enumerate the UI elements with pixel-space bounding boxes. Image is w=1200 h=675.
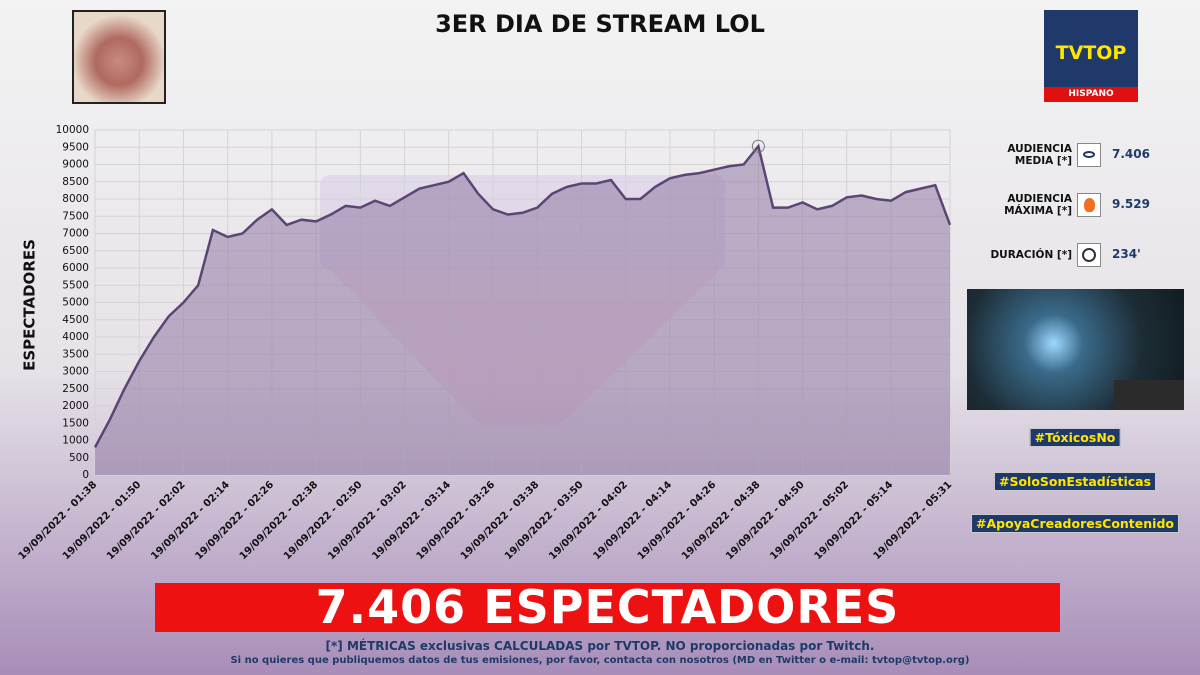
- x-tick-label: 19/09/2022 - 04:38: [680, 479, 763, 562]
- y-tick-label: 4000: [62, 331, 89, 343]
- x-tick-label: 19/09/2022 - 01:50: [61, 479, 144, 562]
- stat-value: 9.529: [1112, 197, 1150, 211]
- y-tick-label: 0: [82, 469, 89, 481]
- stat-label: AUDIENCIA MÁXIMA [*]: [1004, 193, 1072, 217]
- x-tick-label: 19/09/2022 - 03:14: [370, 479, 453, 562]
- y-tick-label: 8000: [62, 193, 89, 205]
- logo-name: TVTOP: [1055, 42, 1127, 64]
- y-tick-label: 3500: [62, 348, 89, 360]
- peak-marker: [751, 139, 765, 153]
- footer-note: [*] MÉTRICAS exclusivas CALCULADAS por T…: [325, 639, 875, 653]
- x-tick-label: 19/09/2022 - 04:26: [636, 479, 719, 562]
- x-tick-label: 19/09/2022 - 02:02: [105, 479, 188, 562]
- logo-subtitle: HISPANO: [1044, 87, 1138, 102]
- stat-label: DURACIÓN [*]: [990, 249, 1072, 261]
- x-tick-label: 19/09/2022 - 03:50: [503, 479, 586, 562]
- title: 3ER DIA DE STREAM LOL: [435, 10, 765, 38]
- logo: TVTOP HISPANO: [1044, 10, 1138, 102]
- hashtag: #TóxicosNo: [1029, 428, 1121, 447]
- hashtag: #SoloSonEstadísticas: [993, 472, 1157, 491]
- y-tick-label: 2000: [62, 400, 89, 412]
- banner: 7.406 ESPECTADORES: [155, 583, 1060, 632]
- stat-icon: [1077, 193, 1101, 217]
- x-tick-label: 19/09/2022 - 03:38: [459, 479, 542, 562]
- y-axis-label: ESPECTADORES: [21, 239, 39, 371]
- x-tick-label: 19/09/2022 - 02:14: [149, 479, 232, 562]
- y-tick-label: 7500: [62, 210, 89, 222]
- y-tick-label: 2500: [62, 383, 89, 395]
- stat: DURACIÓN [*] 234': [960, 240, 1200, 270]
- y-tick-label: 4500: [62, 314, 89, 326]
- y-tick-label: 9000: [62, 159, 89, 171]
- avatar: [72, 10, 166, 104]
- y-tick-label: 1000: [62, 435, 89, 447]
- y-tick-label: 10000: [56, 124, 89, 136]
- stat-value: 7.406: [1112, 147, 1150, 161]
- stat-value: 234': [1112, 247, 1141, 261]
- y-tick-label: 500: [69, 452, 89, 464]
- stat-icon: [1077, 243, 1101, 267]
- x-tick-label: 19/09/2022 - 03:26: [415, 479, 498, 562]
- y-tick-label: 8500: [62, 176, 89, 188]
- y-tick-label: 5000: [62, 297, 89, 309]
- x-tick-label: 19/09/2022 - 04:02: [547, 479, 630, 562]
- y-tick-label: 7000: [62, 228, 89, 240]
- y-tick-label: 3000: [62, 366, 89, 378]
- stat: AUDIENCIA MÁXIMA [*] 9.529: [960, 190, 1200, 220]
- x-tick-label: 19/09/2022 - 04:50: [724, 479, 807, 562]
- y-tick-label: 6000: [62, 262, 89, 274]
- stat: AUDIENCIA MEDIA [*] 7.406: [960, 140, 1200, 170]
- stat-icon: [1077, 143, 1101, 167]
- x-tick-label: 19/09/2022 - 03:02: [326, 479, 409, 562]
- x-tick-label: 19/09/2022 - 02:26: [193, 479, 276, 562]
- line: [93, 143, 952, 448]
- stat-label: AUDIENCIA MEDIA [*]: [1007, 143, 1072, 167]
- chart: ESPECTADORES 0 500 1000 1500 2000 2500 3000 350…: [17, 124, 955, 562]
- y-tick-label: 1500: [62, 417, 89, 429]
- x-tick-label: 19/09/2022 - 02:38: [238, 479, 321, 562]
- x-tick-label: 19/09/2022 - 04:14: [591, 479, 674, 562]
- area-fill: [95, 146, 950, 475]
- hashtag: #ApoyaCreadoresContenido: [971, 514, 1179, 533]
- footer-contact: Si no quieres que publiquemos datos de t…: [230, 655, 970, 666]
- y-tick-label: 9500: [62, 141, 89, 153]
- x-tick-label: 19/09/2022 - 01:38: [17, 479, 100, 562]
- y-tick-label: 5500: [62, 279, 89, 291]
- x-tick-label: 19/09/2022 - 02:50: [282, 479, 365, 562]
- stream-thumbnail: [967, 289, 1184, 410]
- y-tick-label: 6500: [62, 245, 89, 257]
- x-tick-label: 19/09/2022 - 05:02: [768, 479, 851, 562]
